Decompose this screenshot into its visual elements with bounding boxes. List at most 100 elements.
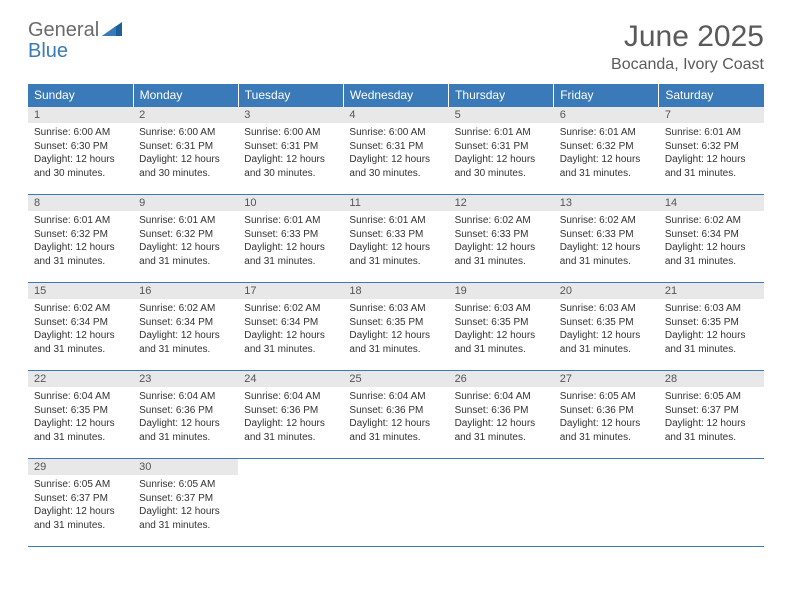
sunrise-line: Sunrise: 6:00 AM	[34, 126, 127, 140]
day-details: Sunrise: 6:01 AMSunset: 6:33 PMDaylight:…	[238, 211, 343, 272]
weekday-header-row: Sunday Monday Tuesday Wednesday Thursday…	[28, 84, 764, 107]
day-number: 26	[449, 371, 554, 387]
calendar-cell: 15Sunrise: 6:02 AMSunset: 6:34 PMDayligh…	[28, 283, 133, 371]
day-number: 25	[343, 371, 448, 387]
day-details: Sunrise: 6:02 AMSunset: 6:34 PMDaylight:…	[238, 299, 343, 360]
calendar-cell: 27Sunrise: 6:05 AMSunset: 6:36 PMDayligh…	[554, 371, 659, 459]
day-details: Sunrise: 6:03 AMSunset: 6:35 PMDaylight:…	[554, 299, 659, 360]
sunrise-line: Sunrise: 6:00 AM	[244, 126, 337, 140]
day-number: 2	[133, 107, 238, 123]
day-number: 6	[554, 107, 659, 123]
calendar-cell: 20Sunrise: 6:03 AMSunset: 6:35 PMDayligh…	[554, 283, 659, 371]
daylight-line: Daylight: 12 hours and 31 minutes.	[665, 241, 758, 268]
sunrise-line: Sunrise: 6:00 AM	[139, 126, 232, 140]
calendar-cell: 25Sunrise: 6:04 AMSunset: 6:36 PMDayligh…	[343, 371, 448, 459]
day-number: 11	[343, 195, 448, 211]
daylight-line: Daylight: 12 hours and 31 minutes.	[665, 417, 758, 444]
day-number: 16	[133, 283, 238, 299]
day-number: 10	[238, 195, 343, 211]
logo-text-blue: Blue	[28, 40, 68, 62]
sunset-line: Sunset: 6:34 PM	[665, 228, 758, 242]
day-number: 24	[238, 371, 343, 387]
logo-text-general: General	[28, 19, 99, 41]
sunrise-line: Sunrise: 6:03 AM	[665, 302, 758, 316]
day-number: 20	[554, 283, 659, 299]
sunrise-line: Sunrise: 6:05 AM	[560, 390, 653, 404]
day-details: Sunrise: 6:03 AMSunset: 6:35 PMDaylight:…	[343, 299, 448, 360]
calendar-cell: 9Sunrise: 6:01 AMSunset: 6:32 PMDaylight…	[133, 195, 238, 283]
sunrise-line: Sunrise: 6:01 AM	[34, 214, 127, 228]
sunset-line: Sunset: 6:34 PM	[34, 316, 127, 330]
day-number: 7	[659, 107, 764, 123]
day-details: Sunrise: 6:01 AMSunset: 6:32 PMDaylight:…	[659, 123, 764, 184]
calendar-cell: 14Sunrise: 6:02 AMSunset: 6:34 PMDayligh…	[659, 195, 764, 283]
daylight-line: Daylight: 12 hours and 31 minutes.	[139, 329, 232, 356]
sunrise-line: Sunrise: 6:02 AM	[560, 214, 653, 228]
calendar-cell	[554, 459, 659, 547]
day-details: Sunrise: 6:02 AMSunset: 6:34 PMDaylight:…	[133, 299, 238, 360]
daylight-line: Daylight: 12 hours and 31 minutes.	[455, 241, 548, 268]
daylight-line: Daylight: 12 hours and 31 minutes.	[34, 505, 127, 532]
day-details: Sunrise: 6:02 AMSunset: 6:33 PMDaylight:…	[449, 211, 554, 272]
sunset-line: Sunset: 6:30 PM	[34, 140, 127, 154]
sunset-line: Sunset: 6:33 PM	[244, 228, 337, 242]
calendar-cell: 10Sunrise: 6:01 AMSunset: 6:33 PMDayligh…	[238, 195, 343, 283]
daylight-line: Daylight: 12 hours and 31 minutes.	[560, 241, 653, 268]
calendar-cell	[449, 459, 554, 547]
sunrise-line: Sunrise: 6:05 AM	[665, 390, 758, 404]
sunset-line: Sunset: 6:37 PM	[139, 492, 232, 506]
calendar-cell: 2Sunrise: 6:00 AMSunset: 6:31 PMDaylight…	[133, 107, 238, 195]
calendar-cell: 7Sunrise: 6:01 AMSunset: 6:32 PMDaylight…	[659, 107, 764, 195]
sunrise-line: Sunrise: 6:02 AM	[139, 302, 232, 316]
sunset-line: Sunset: 6:32 PM	[139, 228, 232, 242]
calendar-cell: 16Sunrise: 6:02 AMSunset: 6:34 PMDayligh…	[133, 283, 238, 371]
sunrise-line: Sunrise: 6:01 AM	[665, 126, 758, 140]
weekday-header: Friday	[554, 84, 659, 107]
day-number: 13	[554, 195, 659, 211]
daylight-line: Daylight: 12 hours and 31 minutes.	[560, 153, 653, 180]
day-number: 8	[28, 195, 133, 211]
day-number: 28	[659, 371, 764, 387]
sunrise-line: Sunrise: 6:03 AM	[455, 302, 548, 316]
day-details: Sunrise: 6:04 AMSunset: 6:36 PMDaylight:…	[343, 387, 448, 448]
sunrise-line: Sunrise: 6:01 AM	[244, 214, 337, 228]
sunrise-line: Sunrise: 6:04 AM	[244, 390, 337, 404]
sunrise-line: Sunrise: 6:00 AM	[349, 126, 442, 140]
day-details: Sunrise: 6:00 AMSunset: 6:30 PMDaylight:…	[28, 123, 133, 184]
daylight-line: Daylight: 12 hours and 31 minutes.	[244, 241, 337, 268]
calendar-page: General Blue June 2025 Bocanda, Ivory Co…	[0, 0, 792, 567]
day-details: Sunrise: 6:00 AMSunset: 6:31 PMDaylight:…	[238, 123, 343, 184]
day-number: 22	[28, 371, 133, 387]
page-header: General Blue June 2025 Bocanda, Ivory Co…	[28, 20, 764, 74]
day-number: 12	[449, 195, 554, 211]
daylight-line: Daylight: 12 hours and 30 minutes.	[139, 153, 232, 180]
sunset-line: Sunset: 6:32 PM	[665, 140, 758, 154]
calendar-cell	[659, 459, 764, 547]
day-number: 18	[343, 283, 448, 299]
daylight-line: Daylight: 12 hours and 31 minutes.	[139, 417, 232, 444]
sunset-line: Sunset: 6:33 PM	[455, 228, 548, 242]
sunrise-line: Sunrise: 6:04 AM	[139, 390, 232, 404]
weekday-header: Sunday	[28, 84, 133, 107]
sunrise-line: Sunrise: 6:04 AM	[455, 390, 548, 404]
sunrise-line: Sunrise: 6:04 AM	[34, 390, 127, 404]
title-block: June 2025 Bocanda, Ivory Coast	[611, 20, 764, 74]
sunrise-line: Sunrise: 6:02 AM	[34, 302, 127, 316]
day-details: Sunrise: 6:05 AMSunset: 6:37 PMDaylight:…	[659, 387, 764, 448]
sunrise-line: Sunrise: 6:01 AM	[139, 214, 232, 228]
day-details: Sunrise: 6:00 AMSunset: 6:31 PMDaylight:…	[343, 123, 448, 184]
day-number: 19	[449, 283, 554, 299]
day-number: 29	[28, 459, 133, 475]
sunrise-line: Sunrise: 6:01 AM	[349, 214, 442, 228]
sunrise-line: Sunrise: 6:02 AM	[244, 302, 337, 316]
daylight-line: Daylight: 12 hours and 31 minutes.	[139, 505, 232, 532]
sunset-line: Sunset: 6:36 PM	[244, 404, 337, 418]
daylight-line: Daylight: 12 hours and 31 minutes.	[244, 417, 337, 444]
sunset-line: Sunset: 6:31 PM	[349, 140, 442, 154]
logo-triangle-icon	[102, 22, 122, 41]
daylight-line: Daylight: 12 hours and 31 minutes.	[244, 329, 337, 356]
sunset-line: Sunset: 6:35 PM	[455, 316, 548, 330]
calendar-cell: 28Sunrise: 6:05 AMSunset: 6:37 PMDayligh…	[659, 371, 764, 459]
day-number: 30	[133, 459, 238, 475]
sunset-line: Sunset: 6:36 PM	[455, 404, 548, 418]
